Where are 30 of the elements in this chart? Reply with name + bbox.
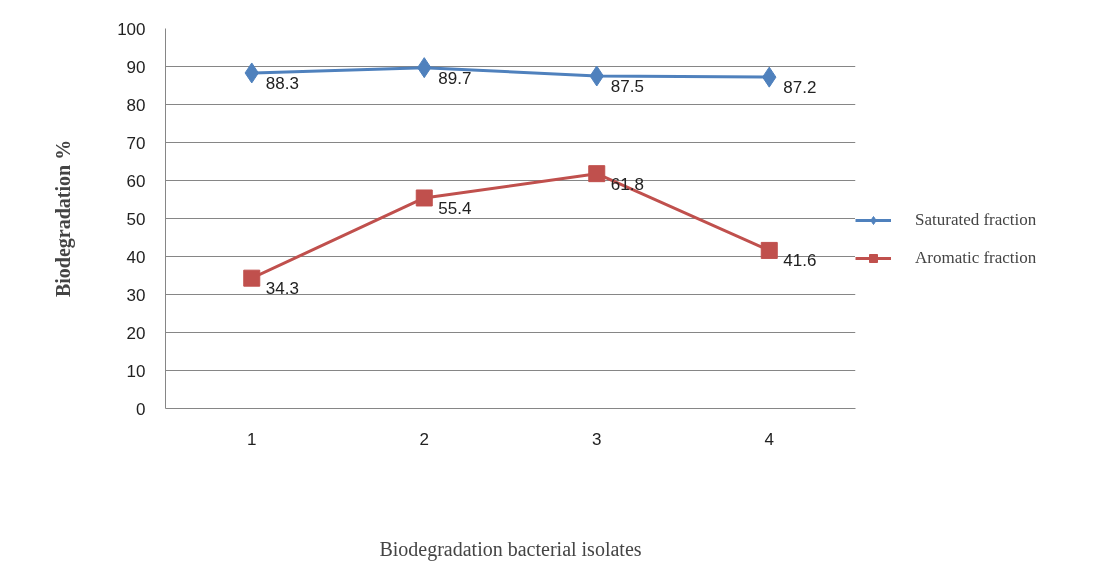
y-tick-label: 100 [117, 19, 146, 39]
y-tick-label: 50 [126, 209, 146, 229]
y-tick-label: 40 [126, 247, 146, 267]
data-label: 88.3 [265, 73, 299, 93]
data-label: 89.7 [438, 68, 472, 88]
point [588, 165, 606, 183]
point [415, 189, 433, 207]
data-label: 41.6 [783, 251, 817, 271]
x-tick-label: 1 [247, 429, 257, 449]
point [243, 269, 261, 287]
x-tick-label: 2 [419, 429, 429, 449]
x-axis-title: Biodegradation bacterial isolates [379, 537, 642, 561]
data-label: 34.3 [265, 279, 299, 299]
legend-label: Aromatic fraction [915, 248, 1037, 268]
y-tick-label: 90 [126, 57, 146, 77]
data-label: 87.2 [783, 78, 817, 98]
y-tick-label: 70 [126, 133, 146, 153]
point [760, 241, 778, 259]
y-tick-label: 30 [126, 285, 146, 305]
y-tick-label: 10 [126, 361, 146, 381]
x-tick-label: 4 [764, 429, 774, 449]
data-label: 87.5 [610, 77, 644, 96]
y-tick-label: 0 [136, 399, 146, 419]
x-tick-label: 3 [592, 429, 602, 449]
y-tick-label: 80 [126, 95, 146, 115]
y-tick-label: 20 [126, 323, 146, 343]
data-label: 55.4 [438, 198, 472, 218]
y-axis-title: Biodegradation % [52, 139, 76, 298]
y-tick-label: 60 [126, 171, 146, 191]
legend-label: Saturated fraction [915, 210, 1037, 230]
